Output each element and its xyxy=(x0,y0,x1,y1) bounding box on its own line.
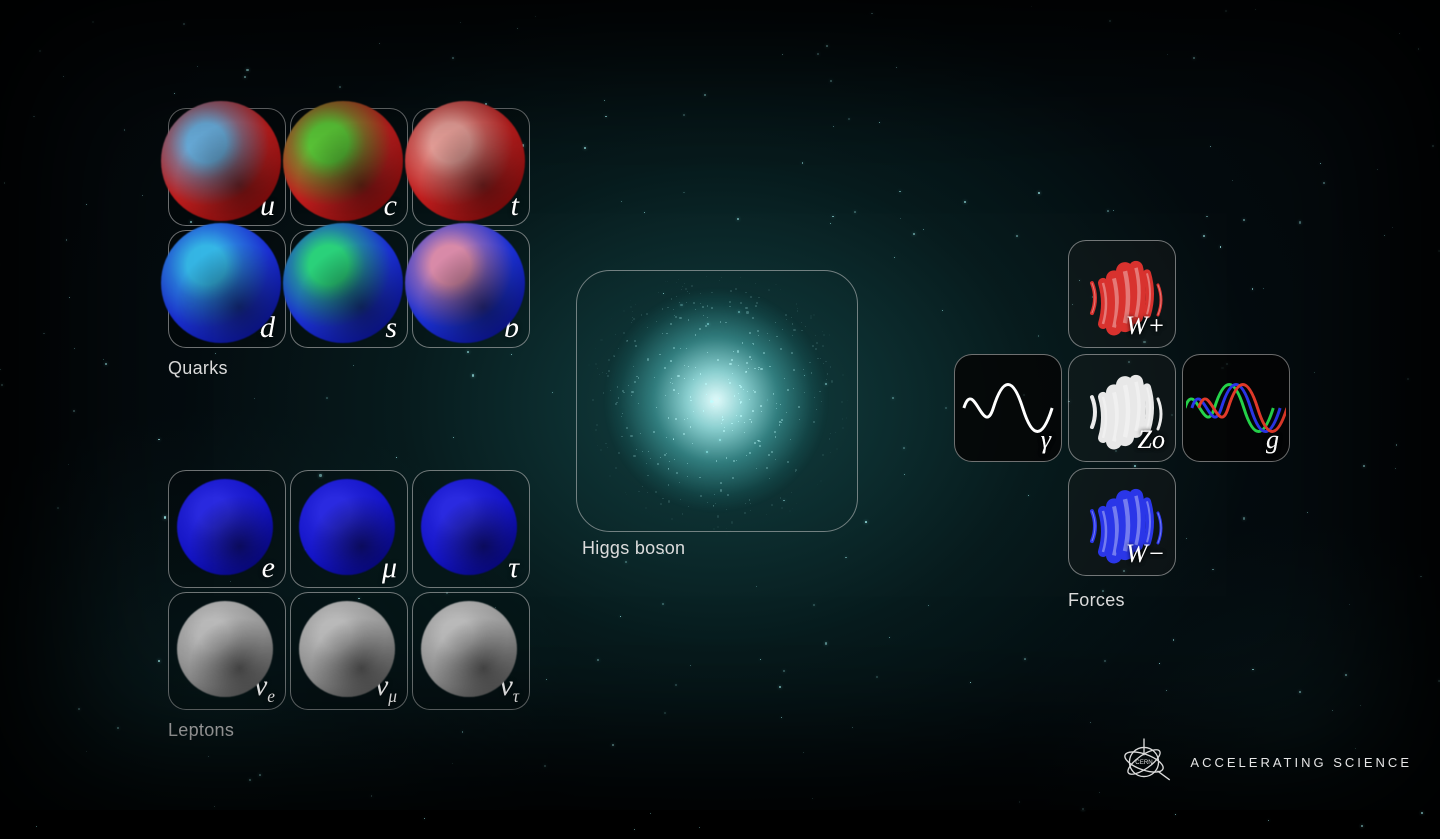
cern-logo-text: CERN xyxy=(1136,759,1153,766)
quark-sphere-s xyxy=(283,223,403,343)
force-symbol: g xyxy=(1266,425,1279,455)
quark-sphere-b xyxy=(405,223,525,343)
quark-sphere-c xyxy=(283,101,403,221)
particle-symbol: μ xyxy=(382,553,397,583)
lepton-sphere-τ xyxy=(421,479,518,576)
lepton-sphere-νe xyxy=(177,601,274,698)
quark-sphere-u xyxy=(161,101,281,221)
force-symbol: Zo xyxy=(1138,425,1165,455)
force-tile-w_plus: W+W+ xyxy=(1068,240,1176,348)
force-tile-w_minus: W−W− xyxy=(1068,468,1176,576)
higgs-label: Higgs boson xyxy=(582,538,685,559)
footer-tagline: ACCELERATING SCIENCE xyxy=(1190,755,1412,770)
lepton-sphere-e xyxy=(177,479,274,576)
lepton-sphere-ντ xyxy=(421,601,518,698)
lepton-sphere-μ xyxy=(299,479,396,576)
force-symbol: γ xyxy=(1041,425,1051,455)
forces-label: Forces xyxy=(1068,590,1125,611)
lepton-sphere-νμ xyxy=(299,601,396,698)
particle-symbol: e xyxy=(262,553,275,583)
quarks-label: Quarks xyxy=(168,358,228,379)
force-tile-z_zero: ZoZo xyxy=(1068,354,1176,462)
footer: CERN ACCELERATING SCIENCE xyxy=(1116,734,1412,790)
force-symbol: W− xyxy=(1126,539,1165,569)
cern-logo-icon: CERN xyxy=(1116,734,1172,790)
quark-sphere-d xyxy=(161,223,281,343)
force-symbol: W+ xyxy=(1126,311,1165,341)
particle-symbol: τ xyxy=(508,553,519,583)
force-tile-photon: γγ xyxy=(954,354,1062,462)
force-tile-gluon: gg xyxy=(1182,354,1290,462)
quark-sphere-t xyxy=(405,101,525,221)
leptons-label: Leptons xyxy=(168,720,234,741)
